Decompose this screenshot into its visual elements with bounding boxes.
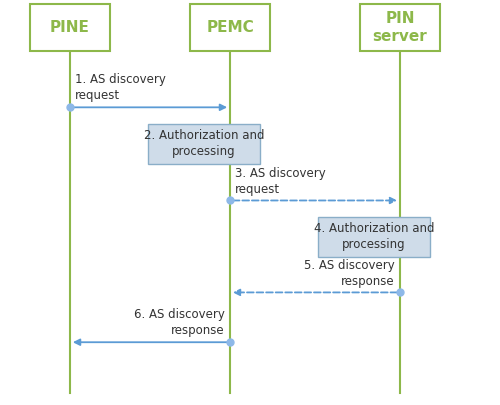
Text: 2. Authorization and
processing: 2. Authorization and processing bbox=[144, 129, 264, 158]
Text: PINE: PINE bbox=[50, 20, 90, 35]
Bar bbox=[190, 4, 270, 51]
Text: 4. Authorization and
processing: 4. Authorization and processing bbox=[314, 222, 434, 252]
Text: 1. AS discovery
request: 1. AS discovery request bbox=[75, 73, 166, 102]
Text: PIN
server: PIN server bbox=[372, 11, 428, 44]
Bar bbox=[30, 4, 110, 51]
Text: 6. AS discovery
response: 6. AS discovery response bbox=[134, 308, 225, 337]
Text: PEMC: PEMC bbox=[206, 20, 254, 35]
Bar bbox=[148, 124, 260, 164]
Text: 3. AS discovery
request: 3. AS discovery request bbox=[235, 166, 326, 196]
Bar bbox=[318, 217, 430, 257]
Bar bbox=[360, 4, 440, 51]
Text: 5. AS discovery
response: 5. AS discovery response bbox=[304, 258, 395, 288]
